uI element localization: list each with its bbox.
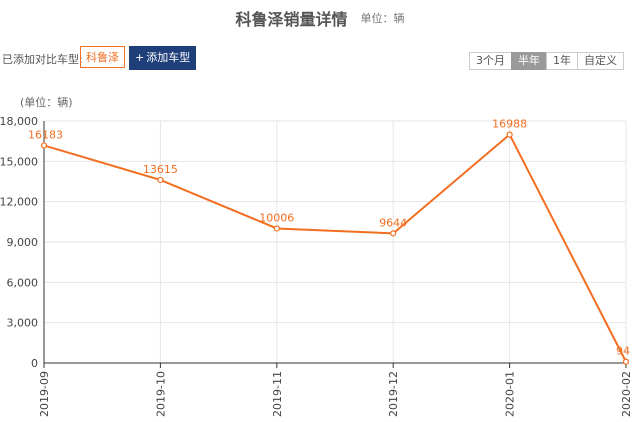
series-line	[43, 133, 627, 363]
range-half-year-button[interactable]: 半年	[511, 52, 547, 70]
x-tick-label: 2019-09	[38, 371, 51, 417]
data-label: 9644	[379, 216, 407, 229]
data-label: 16183	[28, 128, 63, 141]
add-car-button[interactable]: + 添加车型	[129, 46, 197, 70]
add-car-label: 添加车型	[146, 51, 191, 64]
compare-label: 已添加对比车型:	[2, 53, 83, 66]
data-label: 94	[616, 345, 630, 358]
data-point	[40, 142, 48, 149]
y-axis-unit-label: (单位：辆)	[20, 95, 73, 109]
range-3-months-button[interactable]: 3个月	[469, 52, 512, 70]
y-tick-label: 0	[31, 357, 38, 370]
title-row: 科鲁泽销量详情 单位：辆	[0, 6, 640, 30]
data-label: 16988	[492, 118, 527, 131]
x-tick-label: 2020-01	[504, 371, 517, 417]
data-point	[157, 176, 164, 184]
y-tick-label: 15,000	[0, 155, 38, 168]
range-selector: 3个月 半年 1年 自定义	[469, 52, 624, 70]
y-tick-label: 3,000	[7, 317, 39, 330]
y-tick-label: 18,000	[0, 115, 38, 128]
data-point	[506, 131, 513, 138]
range-custom-button[interactable]: 自定义	[577, 52, 624, 70]
compare-car-tag[interactable]: 科鲁泽	[80, 46, 125, 68]
data-label: 13615	[143, 163, 178, 176]
data-point	[390, 230, 397, 237]
x-tick-label: 2020-02	[620, 371, 633, 417]
x-tick-label: 2019-12	[387, 371, 400, 417]
y-tick-label: 12,000	[0, 196, 38, 209]
y-tick-label: 9,000	[7, 236, 39, 249]
page-title: 科鲁泽销量详情	[235, 10, 348, 29]
data-point	[622, 358, 630, 365]
x-tick-label: 2019-10	[154, 371, 167, 417]
x-tick-label: 2019-11	[271, 371, 284, 417]
unit-label: 单位：辆	[360, 12, 405, 25]
data-point	[273, 225, 280, 232]
data-label: 10006	[259, 211, 294, 224]
plus-icon: +	[135, 51, 145, 64]
y-tick-label: 6,000	[7, 276, 39, 289]
